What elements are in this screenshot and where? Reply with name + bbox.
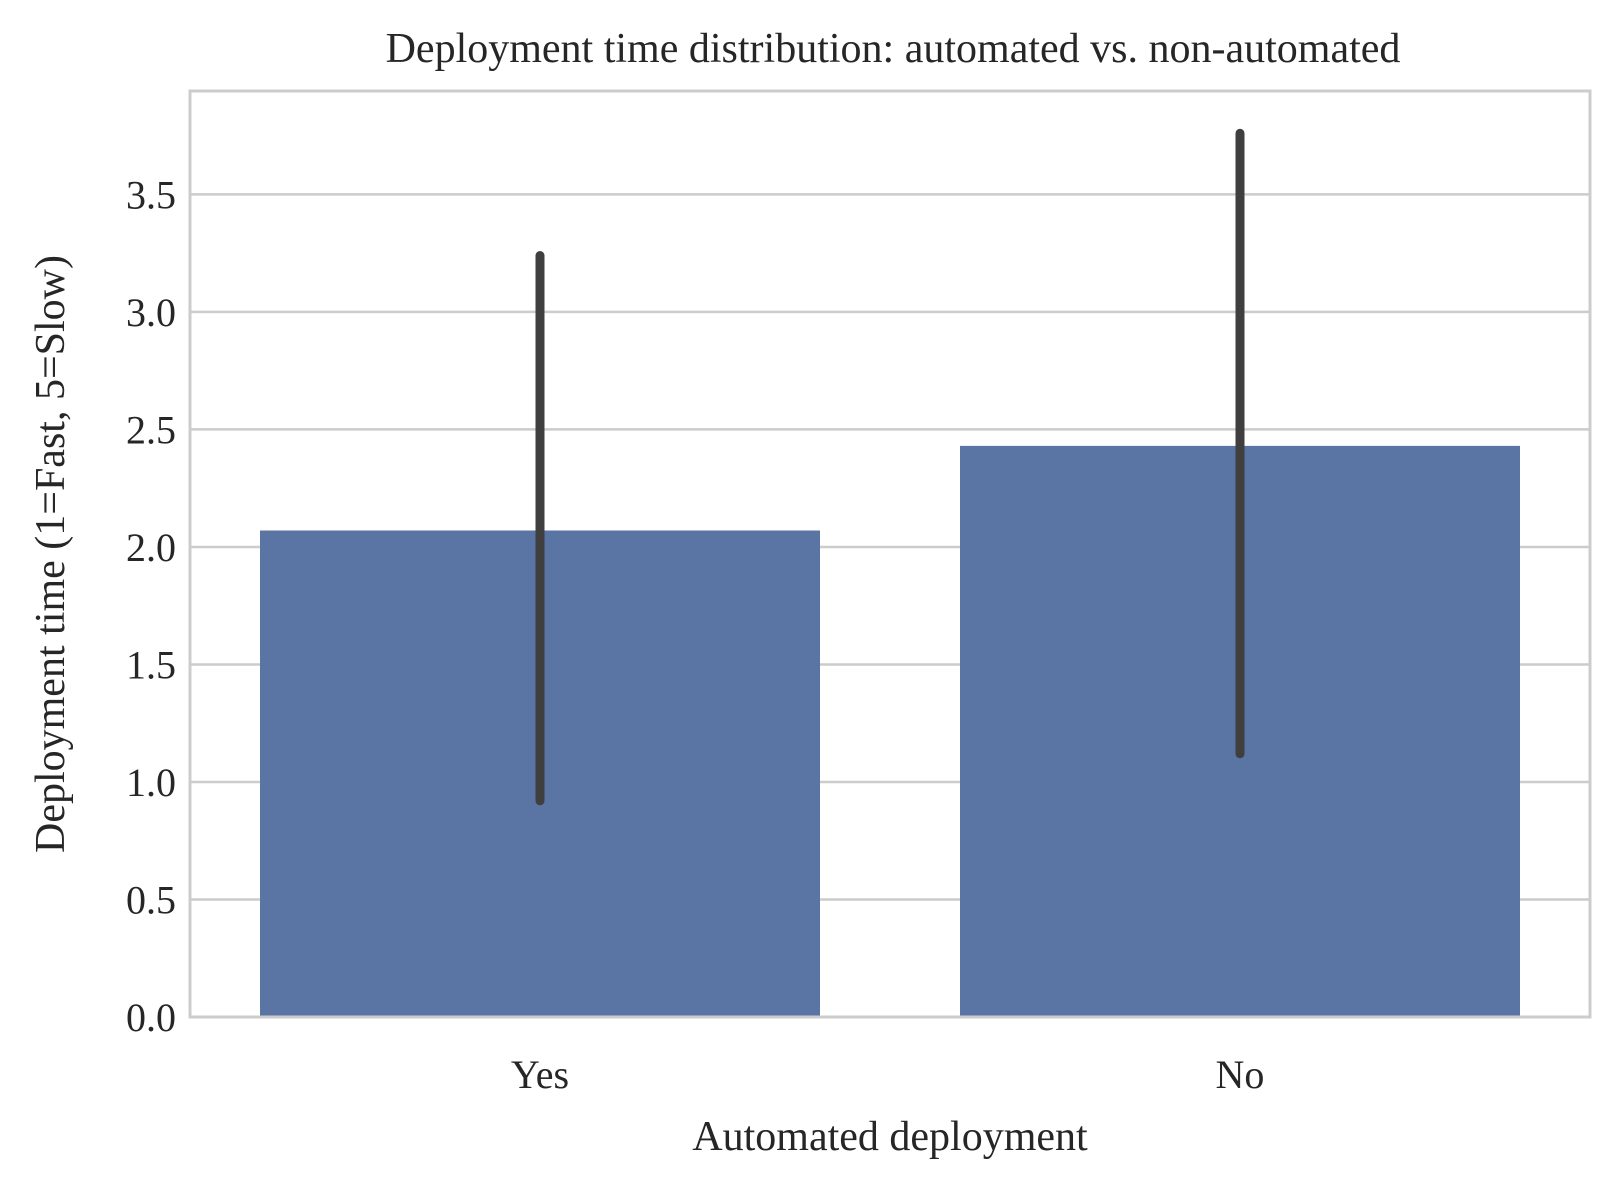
x-tick-labels: Yes No [511,1052,1265,1097]
y-axis-label: Deployment time (1=Fast, 5=Slow) [28,255,74,853]
x-axis-label: Automated deployment [692,1114,1088,1160]
y-tick-label: 3.0 [126,290,176,335]
bars [260,445,1520,1018]
y-tick-label: 0.0 [126,995,176,1040]
x-tick-label: No [1216,1052,1265,1097]
y-tick-label: 2.0 [126,525,176,570]
plot-frame [188,89,1592,1019]
error-bars [535,128,1245,806]
y-tick-label: 1.5 [126,642,176,687]
y-tick-label: 0.5 [126,877,176,922]
y-tick-labels: 0.0 0.5 1.0 1.5 2.0 2.5 3.0 3.5 [126,172,176,1040]
y-tick-label: 2.5 [126,407,176,452]
y-tick-label: 1.0 [126,760,176,805]
chart-title: Deployment time distribution: automated … [386,26,1401,72]
y-tick-label: 3.5 [126,172,176,217]
x-tick-label: Yes [511,1052,569,1097]
